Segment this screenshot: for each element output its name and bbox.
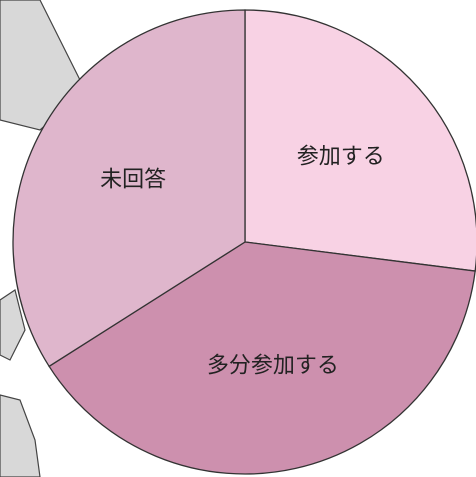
slice-label: 多分参加する [207, 354, 339, 379]
pie-slice [48, 241, 476, 475]
pie-slice [244, 9, 476, 272]
pie-slice [12, 9, 246, 368]
slice-label: 未回答 [100, 168, 166, 193]
slice-label: 参加する [297, 145, 385, 170]
